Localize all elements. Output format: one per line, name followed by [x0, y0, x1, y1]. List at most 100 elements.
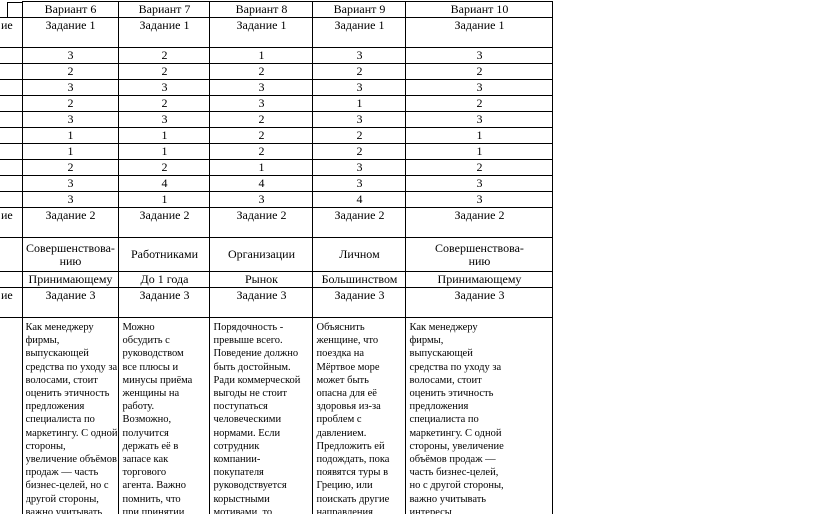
- answer-number-cell: 3: [312, 79, 407, 96]
- answer-number-cell: 3: [312, 111, 407, 128]
- task2-answer-row-1: Совершенствова-нию Работниками Организац…: [0, 237, 554, 272]
- answer-number-cell: 3: [118, 111, 211, 128]
- answer-number-cell: 1: [21, 143, 120, 160]
- text-line: может быть: [316, 374, 369, 386]
- answer-number-cell: 2: [21, 95, 120, 112]
- answer-number-cell: 2: [118, 63, 211, 80]
- text-line: компании-: [213, 454, 261, 466]
- answer-number-cell: 3: [21, 79, 120, 96]
- task3-essay-cell: Порядочность - превыше всего. Поведение до…: [209, 316, 314, 514]
- text-line: поступаться: [213, 401, 268, 413]
- answer-number-cell: 1: [118, 127, 211, 144]
- answer-number-cell: 2: [312, 143, 407, 160]
- answer-number-cell: 2: [405, 159, 554, 176]
- answer-number-cell: 1: [118, 191, 211, 208]
- task2-answer-cell: Принимающему: [21, 271, 120, 288]
- text-line: корыстными: [213, 493, 270, 505]
- answer-number-cell: 3: [209, 191, 314, 208]
- text-line: оценить этичность: [25, 388, 110, 400]
- text-line: нию: [468, 254, 491, 268]
- text-line: бизнес-целей, но с: [25, 480, 109, 492]
- task2-label-cell: Задание 2: [405, 207, 554, 238]
- answer-number-cell: 2: [118, 47, 211, 64]
- text-line: Порядочность -: [213, 322, 284, 333]
- task3-answer-row: Как менеджеру фирмы, выпускающей средства п…: [0, 316, 554, 514]
- answer-number-cell: 3: [21, 47, 120, 64]
- text-line: превыше всего.: [213, 335, 283, 347]
- answer-number-cell: 1: [312, 95, 407, 112]
- text-line: Мёртвое море: [316, 361, 380, 373]
- text-line: Как менеджеру: [409, 322, 478, 333]
- task3-header-row: ие Задание 3 Задание 3 Задание 3 Задание…: [0, 287, 554, 318]
- row-header-stub-cell: [0, 79, 23, 96]
- text-line: руководством: [122, 348, 184, 360]
- text-line: нормами. Если: [213, 427, 281, 439]
- answer-number-cell: 1: [21, 127, 120, 144]
- answer-number-cell: 3: [405, 191, 554, 208]
- text-line: Совершенствова-: [435, 241, 524, 255]
- answer-number-cell: 3: [209, 95, 314, 112]
- task2-label-cell: Задание 2: [312, 207, 407, 238]
- variant-header-cell: Вариант 6: [21, 1, 120, 18]
- row-header-stub-cell: [0, 175, 23, 192]
- answer-number-cell: 2: [21, 159, 120, 176]
- answer-number-cell: 2: [209, 111, 314, 128]
- text-line: Поведение должно: [213, 348, 299, 360]
- task3-label-cell: Задание 3: [118, 287, 211, 318]
- task2-answer-row-2: Принимающему До 1 года Рынок Большинство…: [0, 271, 554, 288]
- row-header-stub-cell: [0, 159, 23, 176]
- text-line: увеличение объёмов: [25, 454, 117, 466]
- text-line: все плюсы и: [122, 361, 179, 373]
- answer-number-cell: 2: [21, 63, 120, 80]
- task3-essay-cell: Объяснить женщине, что поездка на Мёртвое м…: [312, 316, 407, 514]
- answer-number-cell: 3: [405, 175, 554, 192]
- task3-essay-cell: Как менеджеру фирмы, выпускающей средства п…: [21, 316, 120, 514]
- text-line: Можно: [122, 322, 155, 333]
- text-line: средства по уходу за: [25, 361, 118, 373]
- text-line: Грецию, или: [316, 480, 373, 492]
- task2-label-cell: Задание 2: [21, 207, 120, 238]
- task1-header-row: ие Задание 1 Задание 1 Задание 1 Задание…: [0, 17, 554, 48]
- row-header-stub-cell: ие: [0, 207, 23, 238]
- row-header-stub-cell: [0, 47, 23, 64]
- answer-number-cell: 1: [405, 127, 554, 144]
- text-line: сотрудник: [213, 440, 260, 452]
- text-line: предложения: [409, 401, 469, 413]
- partial-column-border: [7, 1, 21, 17]
- task1-label-cell: Задание 1: [209, 17, 314, 48]
- task2-answer-cell: Большинством: [312, 271, 407, 288]
- text-line: фирмы,: [409, 335, 444, 347]
- answer-number-cell: 3: [209, 79, 314, 96]
- text-line: торгового: [122, 467, 167, 479]
- answer-number-cell: 3: [405, 47, 554, 64]
- task2-answer-cell: Работниками: [118, 237, 211, 272]
- answer-number-cell: 3: [118, 79, 211, 96]
- variant-header-cell: Вариант 10: [405, 1, 554, 18]
- task2-label-cell: Задание 2: [118, 207, 211, 238]
- answer-number-cell: 1: [209, 47, 314, 64]
- task3-label-cell: Задание 3: [312, 287, 407, 318]
- text-line: минусы приёма: [122, 374, 193, 386]
- text-line: продаж — часть: [25, 467, 99, 479]
- task2-answer-cell: До 1 года: [118, 271, 211, 288]
- text-line: оценить этичность: [409, 388, 494, 400]
- text-line: важно учитывать: [25, 506, 103, 514]
- answer-number-cell: 4: [209, 175, 314, 192]
- task2-answer-cell: Рынок: [209, 271, 314, 288]
- text-line: Предложить ей: [316, 440, 385, 452]
- task3-essay-cell: Как менеджеру фирмы, выпускающей средства п…: [405, 316, 554, 514]
- text-line: давлением.: [316, 427, 367, 439]
- row-header-stub-cell: ие: [0, 17, 23, 48]
- text-line: маркетингу. С одной: [25, 427, 118, 439]
- text-line: Объяснить: [316, 322, 365, 333]
- task2-answer-cell: Принимающему: [405, 271, 554, 288]
- answer-number-cell: 3: [21, 191, 120, 208]
- text-line: выгоды не стоит: [213, 388, 287, 400]
- text-line: поездка на: [316, 348, 365, 360]
